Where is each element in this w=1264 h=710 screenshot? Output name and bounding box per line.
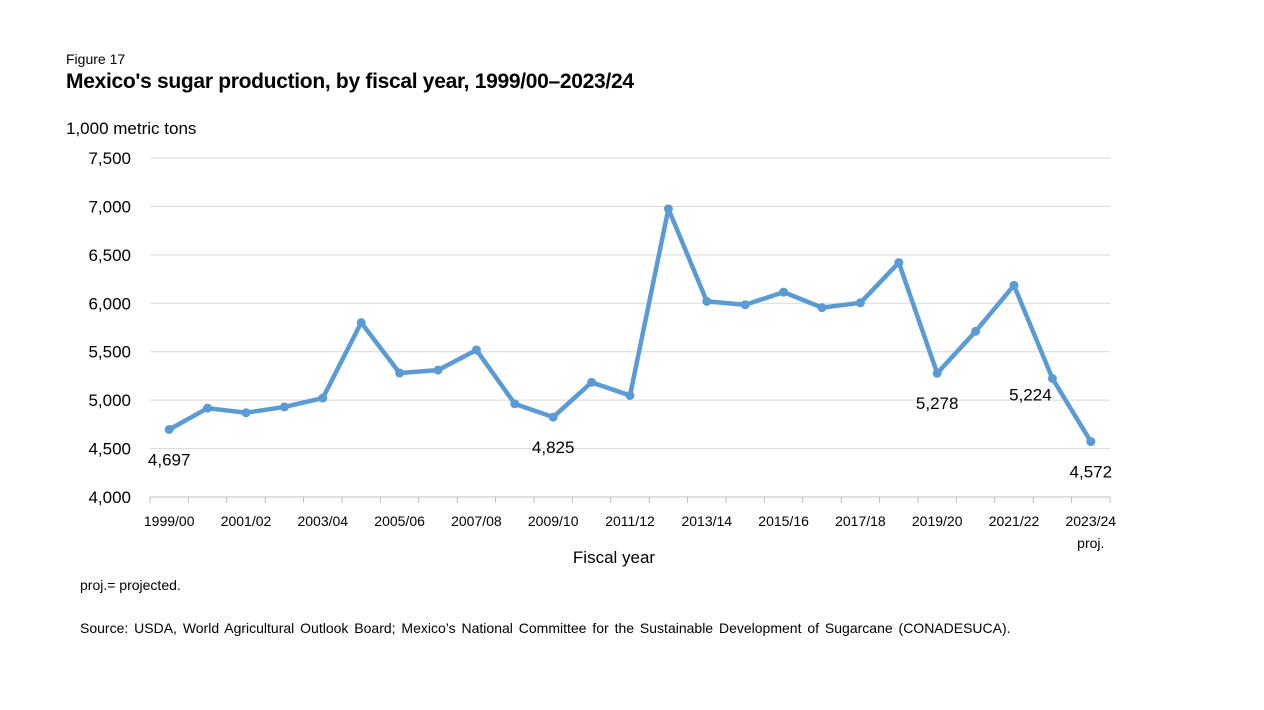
data-point — [203, 403, 213, 413]
data-point — [587, 377, 597, 387]
data-point — [894, 258, 904, 268]
data-label: 5,224 — [1009, 385, 1052, 404]
x-axis: 1999/00 2001/02 2003/04 2005/06 2007/08 2009/… — [144, 496, 1116, 551]
data-point — [279, 402, 289, 412]
y-axis-unit-label: 1,000 metric tons — [66, 119, 197, 138]
figure-label: Figure 17 — [66, 51, 126, 67]
data-point — [1086, 437, 1096, 447]
source-note: Source: USDA, World Agricultural Outlook… — [80, 620, 1011, 636]
x-tick-sublabel: proj. — [1077, 535, 1104, 551]
data-point — [779, 287, 789, 297]
data-point — [1009, 280, 1019, 290]
y-tick-label: 6,500 — [88, 246, 131, 265]
x-tick-label: 2023/24 — [1065, 513, 1116, 529]
x-tick-label: 2007/08 — [451, 513, 502, 529]
y-tick-label: 7,500 — [88, 149, 131, 168]
data-point — [241, 408, 251, 418]
data-point — [663, 204, 673, 214]
x-tick-label: 2011/12 — [605, 513, 655, 529]
data-point — [164, 424, 174, 434]
x-axis-title: Fiscal year — [573, 548, 656, 567]
x-tick-label: 2015/16 — [758, 513, 809, 529]
data-label: 4,572 — [1070, 463, 1113, 482]
chart-title: Mexico's sugar production, by fiscal yea… — [66, 70, 634, 93]
data-point — [548, 412, 558, 422]
y-tick-label: 6,000 — [88, 294, 131, 313]
data-point — [932, 368, 942, 378]
y-tick-label: 5,000 — [88, 391, 131, 410]
data-point — [971, 326, 981, 336]
y-tick-label: 5,500 — [88, 343, 131, 362]
y-axis-ticks: 4,000 4,500 5,000 5,500 6,000 6,500 7,000 7,500 — [88, 149, 131, 507]
data-label: 5,278 — [916, 394, 959, 413]
data-point — [625, 390, 635, 400]
data-point — [1047, 373, 1057, 383]
data-label: 4,825 — [532, 438, 575, 457]
data-point — [740, 300, 750, 310]
data-point — [817, 303, 827, 313]
data-labels: 4,697 4,825 5,278 5,224 4,572 — [148, 385, 1112, 481]
x-tick-label: 2021/22 — [989, 513, 1040, 529]
data-point — [471, 345, 481, 355]
x-tick-label: 2017/18 — [835, 513, 886, 529]
data-point — [855, 298, 865, 308]
x-tick-label: 2013/14 — [681, 513, 732, 529]
y-tick-label: 4,000 — [88, 488, 131, 507]
data-point — [318, 393, 328, 403]
x-tick-label: 2009/10 — [528, 513, 579, 529]
x-tick-label: 1999/00 — [144, 513, 195, 529]
line-chart: 4,000 4,500 5,000 5,500 6,000 6,500 7,000 7,500… — [88, 149, 1116, 567]
data-point — [356, 318, 366, 328]
data-series — [164, 204, 1096, 447]
data-point — [702, 296, 712, 306]
data-point — [510, 399, 520, 409]
data-point — [433, 365, 443, 375]
data-point — [395, 368, 405, 378]
projection-note: proj.= projected. — [80, 577, 181, 593]
y-tick-label: 4,500 — [88, 440, 131, 459]
x-tick-label: 2005/06 — [374, 513, 425, 529]
data-label: 4,697 — [148, 450, 191, 469]
y-tick-label: 7,000 — [88, 197, 131, 216]
x-tick-label: 2001/02 — [221, 513, 272, 529]
x-tick-label: 2003/04 — [297, 513, 348, 529]
x-tick-label: 2019/20 — [912, 513, 963, 529]
